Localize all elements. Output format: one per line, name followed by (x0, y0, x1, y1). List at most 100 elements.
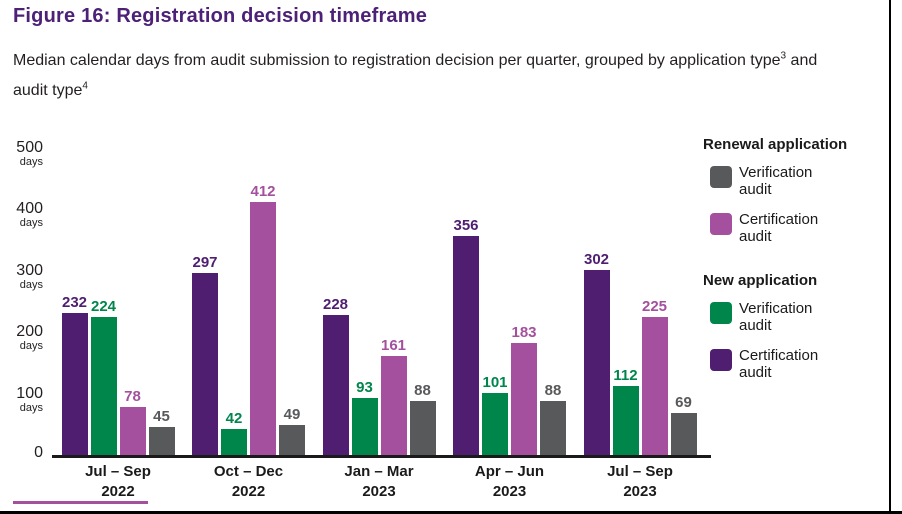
legend-item-label: Certification audit (739, 211, 819, 245)
bar-value-label: 49 (283, 406, 301, 423)
bar-value-label: 88 (414, 382, 431, 399)
category-quarter: Jan – Mar (344, 463, 414, 480)
figure-subtitle: Median calendar days from audit submissi… (13, 46, 825, 106)
legend-group-heading: Renewal application (703, 136, 848, 153)
chart-legend: Renewal application Verification audit Cer… (703, 130, 899, 395)
legend-item: Certification audit (710, 347, 899, 382)
bar: 183 (511, 324, 537, 455)
legend-item: Verification audit (710, 164, 899, 199)
y-tick-unit: days (19, 401, 43, 414)
page-border-right (889, 0, 891, 514)
legend-group-heading: New application (703, 272, 818, 289)
bar-group: 228 93 161 88 (322, 148, 436, 455)
legend-item-label: Verification audit (739, 164, 813, 198)
x-axis-line (52, 455, 711, 458)
bar-value-label: 101 (482, 374, 508, 391)
bar-value-label: 228 (322, 296, 349, 313)
y-tick-value: 400 (16, 200, 43, 218)
category-year: 2023 (492, 483, 527, 500)
legend-item-label: Certification audit (739, 347, 819, 381)
bar-value-label: 78 (124, 388, 141, 405)
x-axis-category-label: Jul – Sep 2022 (53, 462, 183, 502)
category-year: 2022 (101, 483, 135, 500)
legend-item: Certification audit (710, 211, 899, 246)
bar: 225 (641, 298, 668, 455)
legend-swatch (710, 213, 732, 235)
y-axis-tick-label: 500 days (0, 139, 43, 169)
category-year: 2022 (231, 483, 266, 500)
bar: 224 (90, 298, 117, 455)
x-axis-category-label: Jan – Mar 2023 (314, 462, 444, 502)
subtitle-footnote-marker: 3 (780, 50, 787, 62)
bar-value-label: 302 (583, 251, 610, 268)
bar-value-label: 224 (90, 298, 117, 315)
subtitle-text: Median calendar days from audit submissi… (13, 52, 781, 69)
bar-value-label: 45 (153, 408, 170, 425)
subtitle-footnote-marker: 4 (82, 80, 88, 92)
y-axis-tick-label: 0 (0, 445, 43, 461)
bar: 302 (583, 251, 610, 455)
y-tick-value: 100 (16, 384, 43, 402)
y-tick-unit: days (19, 340, 43, 353)
bar-value-label: 112 (613, 367, 638, 384)
bar: 69 (670, 394, 697, 455)
bar-value-label: 161 (380, 337, 407, 354)
bar: 356 (453, 217, 479, 455)
y-tick-unit: days (19, 156, 43, 168)
decorative-accent-rule (13, 501, 148, 504)
bar-group: 356 101 183 88 (453, 148, 566, 455)
y-axis-tick-label: 300 days (0, 262, 43, 291)
bar-value-label: 69 (675, 394, 692, 411)
y-tick-unit: days (19, 278, 43, 291)
category-quarter: Oct – Dec (213, 463, 284, 480)
category-year: 2023 (623, 483, 657, 500)
y-tick-unit: days (19, 217, 43, 230)
bar: 78 (119, 388, 146, 455)
bar: 42 (221, 410, 247, 455)
bar: 112 (612, 367, 639, 455)
page-border-bottom (0, 511, 902, 514)
y-axis-tick-label: 200 days (0, 324, 43, 353)
bar-value-label: 88 (544, 382, 562, 399)
bar: 161 (380, 337, 407, 455)
bar: 45 (148, 408, 175, 455)
bar-value-label: 356 (453, 217, 479, 234)
x-axis-category-label: Oct – Dec 2022 (184, 462, 314, 502)
category-year: 2023 (362, 483, 396, 500)
bar: 228 (322, 296, 349, 455)
y-axis-tick-label: 100 days (0, 384, 43, 414)
bar: 49 (279, 406, 305, 455)
bar: 101 (482, 374, 508, 455)
bar: 412 (250, 183, 276, 455)
bar-value-label: 183 (511, 324, 537, 341)
legend-swatch (710, 349, 732, 371)
category-quarter: Apr – Jun (474, 463, 545, 480)
bar-value-label: 93 (356, 379, 373, 396)
bar: 232 (61, 294, 88, 455)
bar: 88 (540, 382, 566, 455)
bar: 88 (409, 382, 436, 455)
bar-value-label: 42 (225, 410, 243, 427)
bar-group: 232 224 78 45 (61, 148, 175, 455)
category-quarter: Jul – Sep (85, 463, 151, 480)
x-axis-category-label: Apr – Jun 2023 (445, 462, 575, 502)
legend-swatch (710, 302, 732, 324)
bar-value-label: 225 (641, 298, 668, 315)
bar-group: 302 112 225 69 (583, 148, 697, 455)
bar-value-label: 412 (250, 183, 276, 200)
bar: 93 (351, 379, 378, 455)
x-axis-category-label: Jul – Sep 2023 (575, 462, 705, 502)
legend-item-label: Verification audit (739, 300, 813, 334)
legend-item: Verification audit (710, 300, 899, 335)
bar-group: 297 42 412 49 (192, 148, 305, 455)
y-tick-value: 500 (16, 139, 43, 156)
subtitle-text: and audit type (13, 52, 818, 99)
y-axis-tick-label: 400 days (0, 200, 43, 230)
figure-title: Figure 16: Registration decision timefra… (13, 5, 428, 27)
bar-value-label: 232 (61, 294, 88, 311)
bar-value-label: 297 (192, 254, 218, 271)
